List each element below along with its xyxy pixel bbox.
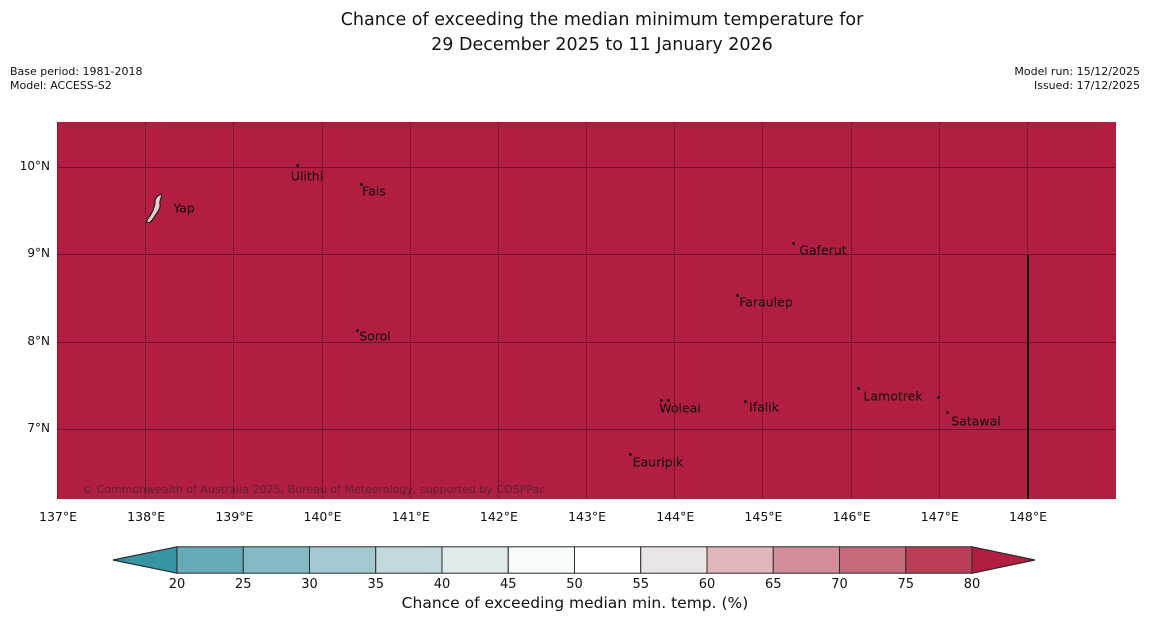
figure-title-line-2: 29 December 2025 to 11 January 2026 bbox=[431, 35, 773, 55]
location-label-ifalik: Ifalik bbox=[749, 399, 779, 415]
gridline-vertical bbox=[321, 122, 323, 499]
colorbar bbox=[112, 546, 1036, 574]
map-canvas: © Commonwealth of Australia 2025, Bureau… bbox=[57, 122, 1116, 499]
colorbar-tick-label: 20 bbox=[168, 577, 186, 592]
location-label-yap: Yap bbox=[173, 200, 195, 216]
location-label-fais: Fais bbox=[362, 183, 386, 199]
lat-tick-label: 9°N bbox=[27, 246, 50, 261]
model-text: Model: ACCESS-S2 bbox=[10, 78, 112, 92]
islet-dot bbox=[355, 328, 359, 332]
islet-dot bbox=[936, 395, 940, 399]
location-label-sorol: Sorol bbox=[359, 328, 391, 344]
gridline-vertical bbox=[586, 122, 588, 499]
location-label-woleai: Woleai bbox=[659, 400, 701, 416]
lon-tick-label: 138°E bbox=[127, 509, 166, 524]
run-info-left: Base period: 1981-2018 Model: ACCESS-S2 bbox=[10, 65, 142, 92]
run-info-right: Model run: 15/12/2025 Issued: 17/12/2025 bbox=[1014, 65, 1140, 92]
lon-tick-label: 145°E bbox=[744, 509, 783, 524]
colorbar-tick-label: 30 bbox=[301, 577, 318, 592]
gridline-vertical bbox=[762, 122, 764, 499]
colorbar-tick-label: 70 bbox=[831, 577, 848, 592]
gridline-vertical bbox=[497, 122, 499, 499]
colorbar-segment bbox=[441, 546, 509, 574]
yap-island-icon bbox=[146, 193, 163, 224]
colorbar-tick-label: 75 bbox=[897, 577, 915, 592]
gridline-vertical bbox=[145, 122, 147, 499]
islet-dot bbox=[295, 163, 299, 167]
colorbar-tick-label: 65 bbox=[764, 577, 782, 592]
gridline-vertical bbox=[1026, 122, 1028, 499]
gridline-vertical bbox=[57, 122, 58, 499]
lon-tick-label: 139°E bbox=[215, 509, 254, 524]
base-period-text: Base period: 1981-2018 bbox=[10, 65, 143, 78]
islet-dot bbox=[659, 398, 663, 402]
figure-title: Chance of exceeding the median minimum t… bbox=[341, 8, 864, 58]
colorbar-title: Chance of exceeding median min. temp. (%… bbox=[401, 594, 749, 612]
model-run-text: Model run: 15/12/2025 bbox=[1014, 65, 1140, 78]
islet-dot bbox=[743, 399, 747, 403]
figure-title-line-1: Chance of exceeding the median minimum t… bbox=[340, 10, 864, 30]
lat-tick-label: 7°N bbox=[27, 421, 50, 436]
colorbar-tick-label: 40 bbox=[433, 577, 451, 592]
gridline-vertical bbox=[674, 122, 676, 499]
islet-dot bbox=[791, 241, 795, 245]
colorbar-svg bbox=[112, 546, 1036, 574]
location-label-faraulep: Faraulep bbox=[739, 294, 793, 310]
colorbar-tick-label: 80 bbox=[963, 577, 981, 592]
colorbar-segment bbox=[640, 546, 708, 574]
location-label-eauripik: Eauripik bbox=[632, 454, 684, 470]
colorbar-segment bbox=[905, 546, 973, 574]
colorbar-segment bbox=[839, 546, 907, 574]
colorbar-tick-label: 55 bbox=[632, 577, 650, 592]
location-label-satawal: Satawal bbox=[951, 413, 1001, 429]
islet-dot bbox=[628, 452, 632, 456]
location-label-lamotrek: Lamotrek bbox=[863, 388, 923, 404]
colorbar-segment bbox=[772, 546, 840, 574]
colorbar-tick-label: 25 bbox=[234, 577, 252, 592]
lon-tick-label: 146°E bbox=[832, 509, 871, 524]
gridline-horizontal bbox=[57, 429, 1116, 431]
colorbar-tick-label: 60 bbox=[698, 577, 716, 592]
location-label-gaferut: Gaferut bbox=[799, 242, 847, 258]
gridline-vertical bbox=[938, 122, 940, 499]
map-copyright: © Commonwealth of Australia 2025, Bureau… bbox=[82, 483, 546, 496]
colorbar-segment bbox=[507, 546, 575, 574]
gridline-horizontal bbox=[57, 167, 1116, 168]
colorbar-segment bbox=[242, 546, 310, 574]
lon-tick-label: 143°E bbox=[568, 509, 607, 524]
islet-dot bbox=[945, 410, 949, 414]
colorbar-tick-label: 45 bbox=[499, 577, 517, 592]
colorbar-segment bbox=[574, 546, 642, 574]
colorbar-segment bbox=[309, 546, 377, 574]
gridline-horizontal bbox=[57, 254, 1116, 256]
islet-dot bbox=[666, 398, 670, 402]
islet-dot bbox=[735, 293, 739, 297]
islet-dot bbox=[856, 386, 860, 390]
colorbar-segment bbox=[176, 546, 244, 574]
colorbar-arrow-right bbox=[971, 546, 1036, 574]
lon-tick-label: 144°E bbox=[656, 509, 695, 524]
gridline-vertical bbox=[233, 122, 235, 499]
gridline-horizontal bbox=[57, 341, 1116, 343]
lon-tick-label: 137°E bbox=[38, 509, 78, 524]
issued-text: Issued: 17/12/2025 bbox=[1033, 78, 1140, 92]
colorbar-arrow-left bbox=[112, 546, 178, 574]
lon-tick-label: 140°E bbox=[303, 509, 342, 524]
location-label-ulithi: Ulithi bbox=[290, 168, 324, 184]
gridline-vertical bbox=[409, 122, 411, 499]
lon-tick-label: 141°E bbox=[391, 509, 430, 524]
boundary-line-148e bbox=[1027, 255, 1029, 499]
colorbar-segment bbox=[375, 546, 443, 574]
lon-tick-label: 142°E bbox=[479, 509, 518, 524]
gridline-vertical bbox=[850, 122, 852, 499]
lat-tick-label: 10°N bbox=[19, 159, 50, 173]
colorbar-segment bbox=[706, 546, 774, 574]
islet-dot bbox=[359, 182, 363, 186]
lon-tick-label: 148°E bbox=[1008, 509, 1047, 524]
lat-tick-label: 8°N bbox=[27, 333, 50, 348]
lon-tick-label: 147°E bbox=[920, 509, 959, 524]
colorbar-tick-label: 50 bbox=[566, 577, 583, 592]
colorbar-tick-label: 35 bbox=[367, 577, 385, 592]
